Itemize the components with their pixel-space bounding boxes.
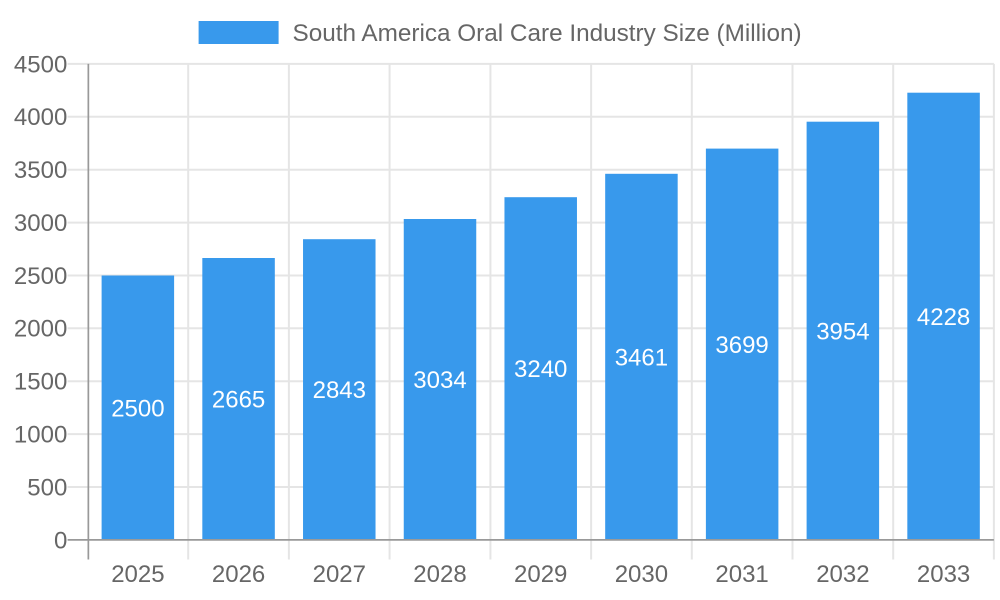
svg-text:3954: 3954 xyxy=(816,318,869,345)
svg-text:3699: 3699 xyxy=(715,332,768,359)
svg-text:4500: 4500 xyxy=(14,51,67,78)
svg-text:2030: 2030 xyxy=(615,561,668,588)
svg-text:2500: 2500 xyxy=(14,263,67,290)
svg-text:3000: 3000 xyxy=(14,210,67,237)
svg-text:3461: 3461 xyxy=(615,345,668,372)
svg-text:2028: 2028 xyxy=(413,561,466,588)
svg-text:2843: 2843 xyxy=(313,377,366,404)
svg-text:2031: 2031 xyxy=(715,561,768,588)
svg-text:1500: 1500 xyxy=(14,369,67,396)
svg-text:2025: 2025 xyxy=(111,561,164,588)
svg-text:4000: 4000 xyxy=(14,104,67,131)
svg-text:4228: 4228 xyxy=(917,304,970,331)
svg-text:2500: 2500 xyxy=(111,395,164,422)
svg-text:South America Oral Care Indust: South America Oral Care Industry Size (M… xyxy=(293,20,802,47)
svg-text:2665: 2665 xyxy=(212,387,265,414)
svg-text:2027: 2027 xyxy=(313,561,366,588)
svg-text:2000: 2000 xyxy=(14,316,67,343)
svg-text:3240: 3240 xyxy=(514,356,567,383)
svg-text:2029: 2029 xyxy=(514,561,567,588)
svg-text:3500: 3500 xyxy=(14,157,67,184)
svg-text:1000: 1000 xyxy=(14,422,67,449)
svg-text:2026: 2026 xyxy=(212,561,265,588)
svg-text:2033: 2033 xyxy=(917,561,970,588)
svg-text:3034: 3034 xyxy=(413,367,466,394)
svg-text:2032: 2032 xyxy=(816,561,869,588)
svg-text:500: 500 xyxy=(27,474,67,501)
svg-text:0: 0 xyxy=(54,527,67,554)
